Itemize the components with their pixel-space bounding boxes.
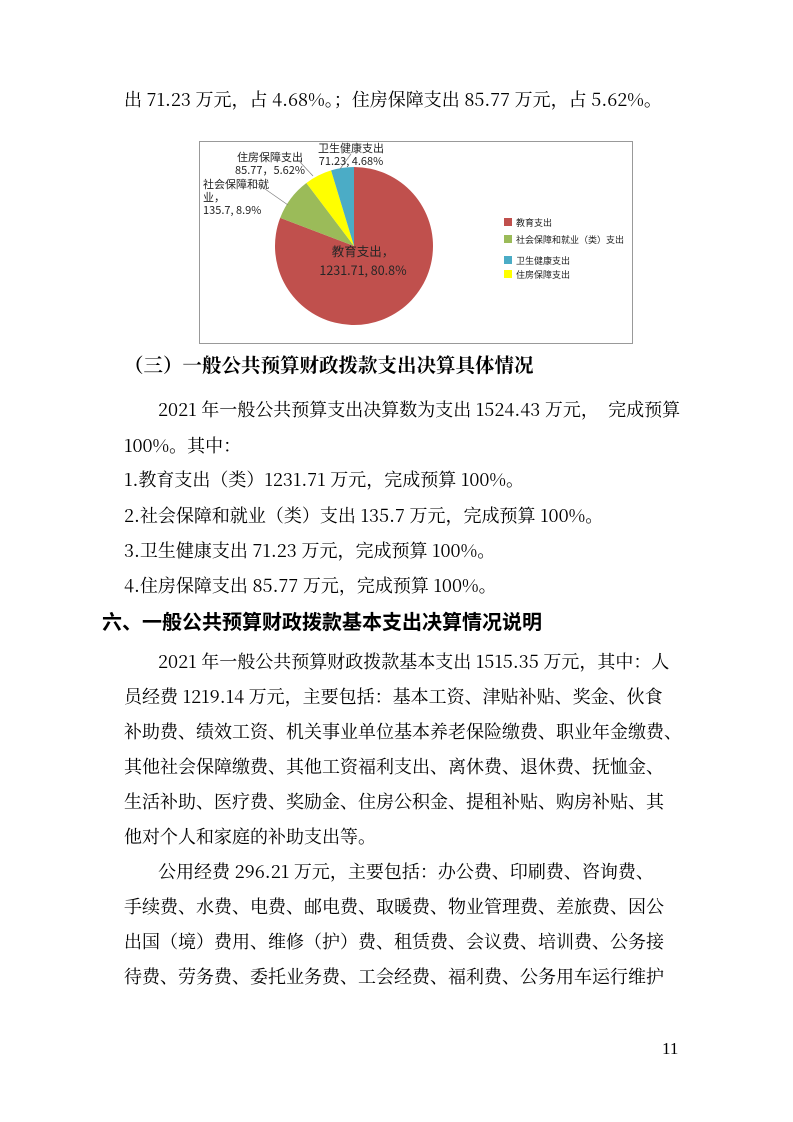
svg-text:卫生健康支出: 卫生健康支出 — [516, 254, 570, 267]
svg-text:71.23, 4.68%: 71.23, 4.68% — [319, 153, 384, 169]
svg-text:教育支出: 教育支出 — [516, 216, 552, 229]
svg-text:135.7, 8.9%: 135.7, 8.9% — [203, 202, 261, 218]
svg-text:1231.71, 80.8%: 1231.71, 80.8% — [319, 260, 407, 279]
svg-text:住房保障支出: 住房保障支出 — [516, 268, 570, 281]
svg-text:教育支出，: 教育支出， — [332, 241, 395, 260]
svg-text:社会保障和就业（类）支出: 社会保障和就业（类）支出 — [516, 233, 624, 246]
